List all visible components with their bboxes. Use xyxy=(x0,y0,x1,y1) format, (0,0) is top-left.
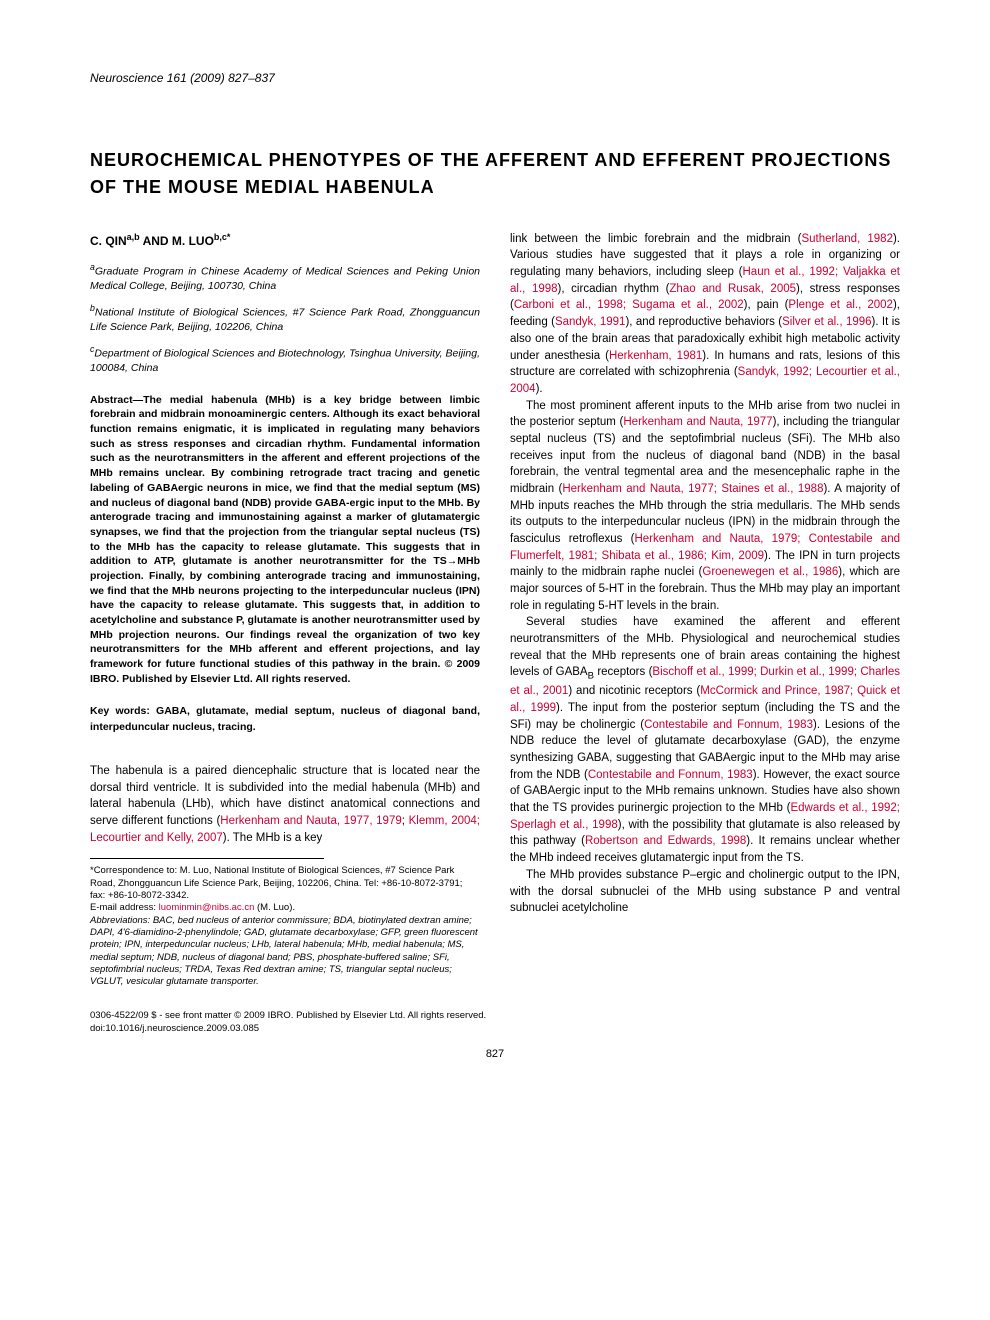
two-column-layout: C. QINa,b AND M. LUOb,c* aGraduate Progr… xyxy=(90,231,900,989)
journal-header: Neuroscience 161 (2009) 827–837 xyxy=(90,70,900,87)
citation-link[interactable]: Groenewegen et al., 1986 xyxy=(702,566,838,578)
journal-citation: 161 (2009) 827–837 xyxy=(167,71,275,85)
abstract: Abstract—The medial habenula (MHb) is a … xyxy=(90,393,480,687)
body-para-5: The MHb provides substance P–ergic and c… xyxy=(510,867,900,917)
doi-text: doi:10.1016/j.neuroscience.2009.03.085 xyxy=(90,1023,259,1034)
journal-name: Neuroscience xyxy=(90,71,163,85)
body-para-3: The most prominent afferent inputs to th… xyxy=(510,398,900,615)
body-para-4: Several studies have examined the affere… xyxy=(510,614,900,867)
citation-link[interactable]: Herkenham and Nauta, 1977; Staines et al… xyxy=(562,483,823,495)
page-number: 827 xyxy=(90,1047,900,1062)
authors-line: C. QINa,b AND M. LUOb,c* xyxy=(90,231,480,250)
author-2-sup: b,c* xyxy=(214,232,231,242)
affiliation-a: aGraduate Program in Chinese Academy of … xyxy=(90,262,480,293)
citation-link[interactable]: Herkenham and Nauta, 1977 xyxy=(623,416,772,428)
author-1: C. QIN xyxy=(90,234,127,248)
correspondence-footnote: *Correspondence to: M. Luo, National Ins… xyxy=(90,865,480,914)
authors-and: AND M. LUO xyxy=(140,234,214,248)
citation-link[interactable]: Sutherland, 1982 xyxy=(801,233,893,245)
affiliation-b: bNational Institute of Biological Scienc… xyxy=(90,303,480,334)
citation-link[interactable]: Herkenham, 1981 xyxy=(609,350,702,362)
bottom-copyright: 0306-4522/09 $ - see front matter © 2009… xyxy=(90,1009,900,1036)
keywords: Key words: GABA, glutamate, medial septu… xyxy=(90,704,480,734)
footnote-divider xyxy=(90,858,324,859)
citation-link[interactable]: Zhao and Rusak, 2005 xyxy=(669,283,796,295)
body-para-1-left: The habenula is a paired diencephalic st… xyxy=(90,763,480,846)
citation-link[interactable]: Contestabile and Fonnum, 1983 xyxy=(644,719,813,731)
author-1-sup: a,b xyxy=(127,232,140,242)
citation-link[interactable]: Carboni et al., 1998; Sugama et al., 200… xyxy=(514,299,744,311)
citation-link[interactable]: Robertson and Edwards, 1998 xyxy=(585,835,746,847)
citation-link[interactable]: Silver et al., 1996 xyxy=(782,316,871,328)
left-column: C. QINa,b AND M. LUOb,c* aGraduate Progr… xyxy=(90,231,480,989)
citation-link[interactable]: Herkenham and Nauta, 1977, 1979 xyxy=(220,815,401,827)
body-para-2: link between the limbic forebrain and th… xyxy=(510,231,900,398)
right-column: link between the limbic forebrain and th… xyxy=(510,231,900,989)
abbreviations-footnote: Abbreviations: BAC, bed nucleus of anter… xyxy=(90,915,480,989)
email-link[interactable]: luominmin@nibs.ac.cn xyxy=(159,902,255,913)
article-title: NEUROCHEMICAL PHENOTYPES OF THE AFFERENT… xyxy=(90,147,900,201)
citation-link[interactable]: Contestabile and Fonnum, 1983 xyxy=(588,769,753,781)
citation-link[interactable]: Sandyk, 1991 xyxy=(555,316,626,328)
citation-link[interactable]: Plenge et al., 2002 xyxy=(788,299,893,311)
affiliation-c: cDepartment of Biological Sciences and B… xyxy=(90,344,480,375)
